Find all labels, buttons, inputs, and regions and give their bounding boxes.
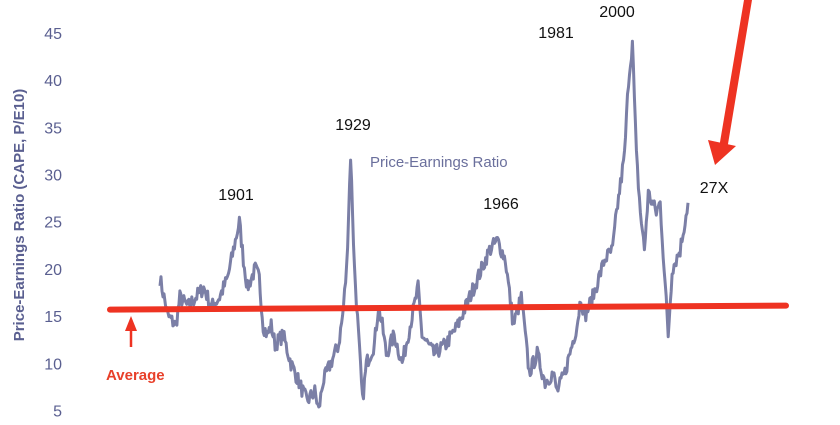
- annotation-1981: 1981: [538, 25, 574, 42]
- y-axis-ticks: 5 10 15 20 25 30 35 40 45: [44, 26, 62, 421]
- average-layer: [107, 302, 789, 313]
- y-tick-label: 45: [44, 26, 62, 43]
- series-line: [158, 39, 690, 409]
- average-label: Average: [106, 367, 165, 384]
- y-tick-label: 40: [44, 73, 62, 90]
- current-arrow-head: [708, 140, 736, 165]
- annotations-layer: 1901 1929 1966 1981 2000 27X: [218, 4, 728, 213]
- average-line: [107, 302, 789, 313]
- annotation-1966: 1966: [483, 196, 519, 213]
- y-tick-label: 30: [44, 168, 62, 185]
- arrows-layer: [125, 0, 752, 347]
- annotation-2000: 2000: [599, 4, 635, 21]
- y-tick-label: 5: [53, 404, 62, 420]
- series-layer: [158, 39, 690, 409]
- y-tick-label: 10: [44, 356, 62, 373]
- series-label: Price-Earnings Ratio: [370, 154, 508, 171]
- y-tick-label: 15: [44, 309, 62, 326]
- current-arrow-shaft: [719, 0, 752, 150]
- average-arrow-head: [125, 316, 137, 331]
- annotation-1901: 1901: [218, 187, 254, 204]
- y-axis-label: Price-Earnings Ratio (CAPE, P/E10): [11, 89, 28, 342]
- y-tick-label: 20: [44, 262, 62, 279]
- annotation-1929: 1929: [335, 117, 371, 134]
- y-tick-label: 35: [44, 120, 62, 137]
- y-tick-label: 25: [44, 215, 62, 232]
- annotation-27x: 27X: [700, 180, 729, 197]
